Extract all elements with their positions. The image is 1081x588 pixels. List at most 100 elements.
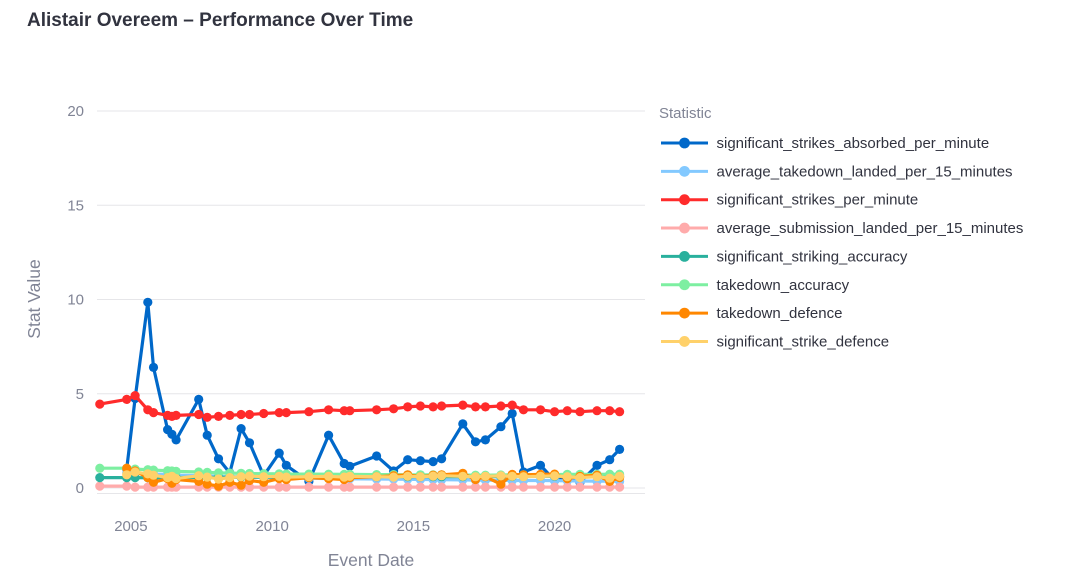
series-point-significant_strikes_absorbed_per_minute (244, 438, 255, 448)
series-point-significant_strikes_absorbed_per_minute (605, 455, 615, 465)
series-point-takedown_accuracy (95, 463, 105, 473)
series-point-significant_strike_defence (605, 473, 615, 483)
legend-item-significant_strikes_absorbed_per_minute: significant_strikes_absorbed_per_minute (661, 135, 989, 152)
series-point-average_submission_landed_per_15_minutes (281, 482, 291, 492)
series-point-average_submission_landed_per_15_minutes (324, 482, 334, 492)
series-point-significant_strike_defence (274, 471, 284, 481)
y-tick-label-15: 15 (67, 197, 84, 214)
series-point-significant_strikes_per_minute (244, 409, 255, 420)
series-point-significant_strikes_absorbed_per_minute (202, 430, 212, 440)
series-point-significant_strikes_absorbed_per_minute (345, 461, 355, 471)
page-title: Alistair Overeem – Performance Over Time (27, 10, 413, 31)
chart-series-layer (95, 297, 625, 492)
series-point-average_submission_landed_per_15_minutes (437, 482, 447, 492)
series-point-significant_strikes_absorbed_per_minute (281, 460, 291, 470)
legend-item-average_submission_landed_per_15_minutes: average_submission_landed_per_15_minutes (661, 220, 1023, 237)
series-point-significant_strike_defence (213, 474, 224, 484)
legend-item-takedown_accuracy: takedown_accuracy (661, 277, 850, 294)
series-point-significant_strike_defence (148, 470, 159, 480)
series-point-average_submission_landed_per_15_minutes (345, 482, 355, 492)
series-point-significant_strike_defence (345, 471, 355, 481)
series-point-significant_strike_defence (304, 472, 314, 482)
series-point-takedown_defence (202, 479, 212, 489)
series-point-significant_strikes_per_minute (605, 406, 615, 416)
series-point-significant_strikes_absorbed_per_minute (507, 408, 517, 419)
x-tick-label-2010: 2010 (255, 518, 288, 535)
y-tick-label-10: 10 (67, 292, 84, 309)
y-tick-label-20: 20 (67, 103, 84, 120)
series-point-significant_strike_defence (615, 471, 625, 481)
series-point-significant_strike_defence (592, 472, 602, 482)
series-point-significant_strike_defence (518, 472, 529, 482)
series-point-significant_strike_defence (428, 471, 438, 481)
series-point-average_submission_landed_per_15_minutes (458, 482, 468, 492)
series-point-takedown_defence (213, 481, 224, 491)
series-point-significant_strike_defence (324, 471, 334, 481)
series-point-significant_strikes_absorbed_per_minute (148, 362, 159, 372)
series-point-significant_strikes_absorbed_per_minute (194, 394, 204, 404)
series-point-average_submission_landed_per_15_minutes (575, 482, 585, 492)
series-point-significant_strikes_per_minute (148, 408, 159, 418)
series-point-significant_strike_defence (194, 471, 204, 481)
series-point-significant_strike_defence (130, 467, 140, 477)
series-point-significant_strike_defence (535, 471, 546, 481)
y-tick-label-5: 5 (76, 386, 84, 403)
series-point-significant_strikes_per_minute (496, 401, 506, 411)
series-point-average_submission_landed_per_15_minutes (470, 482, 481, 492)
series-point-significant_strikes_per_minute (281, 408, 291, 418)
series-point-average_submission_landed_per_15_minutes (130, 482, 140, 492)
series-point-significant_strike_defence (122, 470, 132, 480)
series-point-significant_strikes_per_minute (518, 405, 529, 415)
legend-item-takedown_defence: takedown_defence (661, 305, 842, 322)
series-point-significant_strikes_per_minute (122, 394, 132, 404)
legend-label: significant_striking_accuracy (717, 248, 908, 265)
series-point-average_submission_landed_per_15_minutes (535, 482, 546, 492)
series-point-significant_strikes_per_minute (324, 405, 334, 415)
legend-items: significant_strikes_absorbed_per_minutea… (661, 135, 1023, 350)
series-point-significant_strikes_per_minute (562, 406, 572, 416)
series-point-significant_strikes_absorbed_per_minute (372, 451, 382, 461)
series-point-significant_strikes_per_minute (458, 400, 468, 410)
series-point-significant_strikes_per_minute (171, 410, 181, 420)
series-point-significant_strikes_absorbed_per_minute (428, 457, 438, 467)
series-point-average_submission_landed_per_15_minutes (403, 482, 413, 492)
legend-item-significant_strike_defence: significant_strike_defence (661, 333, 889, 350)
legend-title: Statistic (659, 105, 712, 122)
series-point-takedown_defence (496, 479, 506, 489)
series-point-takedown_defence (122, 463, 132, 473)
series-point-significant_strikes_per_minute (550, 407, 560, 417)
series-point-average_submission_landed_per_15_minutes (389, 482, 399, 492)
series-point-average_submission_landed_per_15_minutes (592, 482, 602, 492)
series-point-significant_strikes_per_minute (535, 405, 546, 415)
legend-label: average_submission_landed_per_15_minutes (717, 220, 1024, 237)
series-point-average_submission_landed_per_15_minutes (95, 481, 105, 491)
legend-swatch-point (679, 307, 690, 319)
series-point-average_submission_landed_per_15_minutes (615, 482, 625, 492)
series-point-significant_strike_defence (389, 472, 399, 482)
series-point-significant_strikes_absorbed_per_minute (496, 422, 506, 432)
y-axis-title: Stat Value (24, 259, 44, 338)
series-point-significant_strikes_per_minute (202, 412, 212, 422)
series-point-takedown_defence (148, 477, 159, 487)
x-tick-label-2020: 2020 (538, 518, 571, 535)
series-point-significant_strike_defence (562, 472, 572, 482)
series-point-average_submission_landed_per_15_minutes (274, 482, 284, 492)
series-point-significant_strike_defence (372, 472, 382, 482)
series-point-average_submission_landed_per_15_minutes (372, 482, 382, 492)
series-point-significant_strikes_absorbed_per_minute (213, 454, 224, 464)
series-point-significant_strikes_per_minute (415, 401, 425, 411)
series-point-takedown_defence (236, 480, 246, 490)
series-point-significant_strike_defence (403, 471, 413, 481)
series-point-significant_strike_defence (458, 471, 468, 481)
series-point-significant_strikes_per_minute (372, 405, 382, 415)
legend-label: significant_strikes_absorbed_per_minute (717, 135, 990, 152)
series-point-average_submission_landed_per_15_minutes (304, 482, 314, 492)
x-axis-tick-labels: 2005 2010 2015 2020 (114, 518, 571, 535)
series-point-average_submission_landed_per_15_minutes (244, 482, 255, 492)
series-point-significant_strike_defence (259, 472, 269, 482)
series-point-average_submission_landed_per_15_minutes (428, 482, 438, 492)
series-point-significant_strikes_per_minute (615, 407, 625, 417)
series-point-significant_strikes_absorbed_per_minute (415, 456, 425, 466)
